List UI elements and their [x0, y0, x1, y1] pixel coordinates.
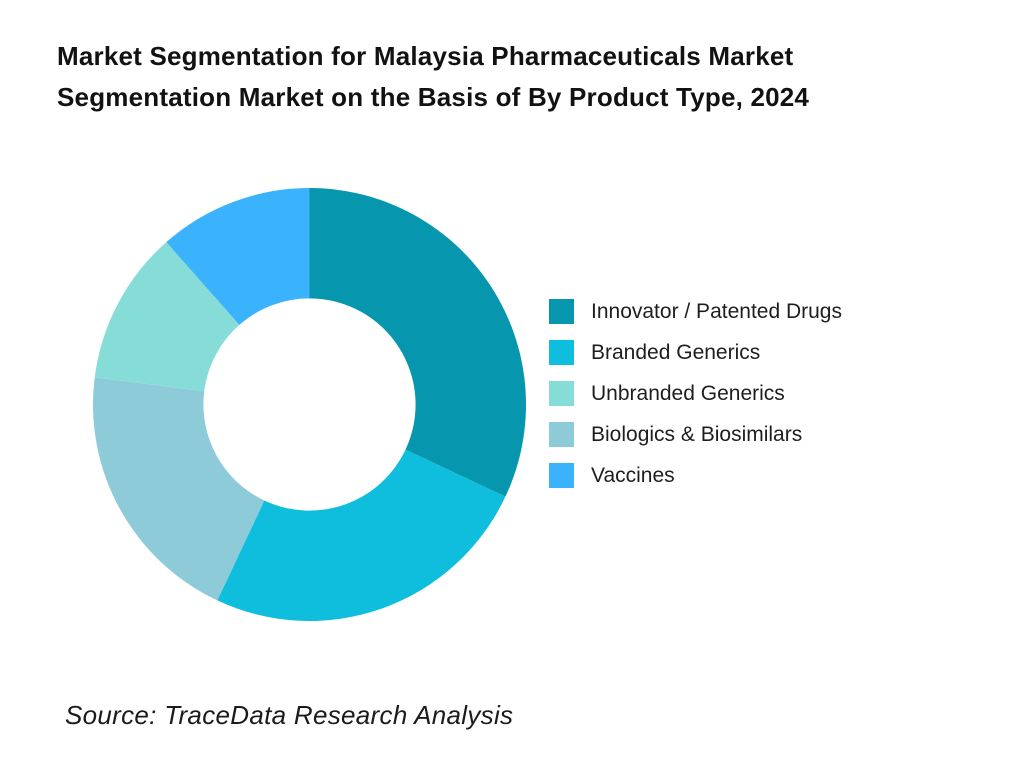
legend-swatch-biologics-biosimilars	[549, 422, 574, 447]
donut-segment-unbranded-generics	[94, 242, 240, 392]
legend-swatch-unbranded-generics	[549, 381, 574, 406]
donut-segment-biologics-biosimilars	[93, 377, 265, 601]
legend-label: Branded Generics	[591, 340, 761, 364]
legend-item-innovator-patented-drugs: Innovator / Patented Drugs	[549, 299, 842, 324]
legend-label: Vaccines	[591, 463, 675, 487]
legend-swatch-innovator-patented-drugs	[549, 299, 574, 324]
legend-label: Innovator / Patented Drugs	[591, 299, 842, 323]
donut-segment-vaccines	[166, 188, 310, 325]
legend-swatch-vaccines	[549, 463, 574, 488]
donut-segment-branded-generics	[217, 449, 506, 621]
legend-item-unbranded-generics: Unbranded Generics	[549, 381, 842, 406]
legend: Innovator / Patented Drugs Branded Generi…	[549, 299, 842, 504]
legend-item-branded-generics: Branded Generics	[549, 340, 842, 365]
source-note: Source: TraceData Research Analysis	[65, 700, 514, 730]
legend-swatch-branded-generics	[549, 340, 574, 365]
legend-item-biologics-biosimilars: Biologics & Biosimilars	[549, 422, 842, 447]
donut-chart	[93, 188, 526, 621]
chart-title: Market Segmentation for Malaysia Pharmac…	[57, 41, 810, 112]
donut-segment-innovator-patented-drugs	[309, 188, 526, 497]
legend-label: Unbranded Generics	[591, 381, 785, 405]
legend-item-vaccines: Vaccines	[549, 463, 842, 488]
legend-label: Biologics & Biosimilars	[591, 422, 803, 446]
